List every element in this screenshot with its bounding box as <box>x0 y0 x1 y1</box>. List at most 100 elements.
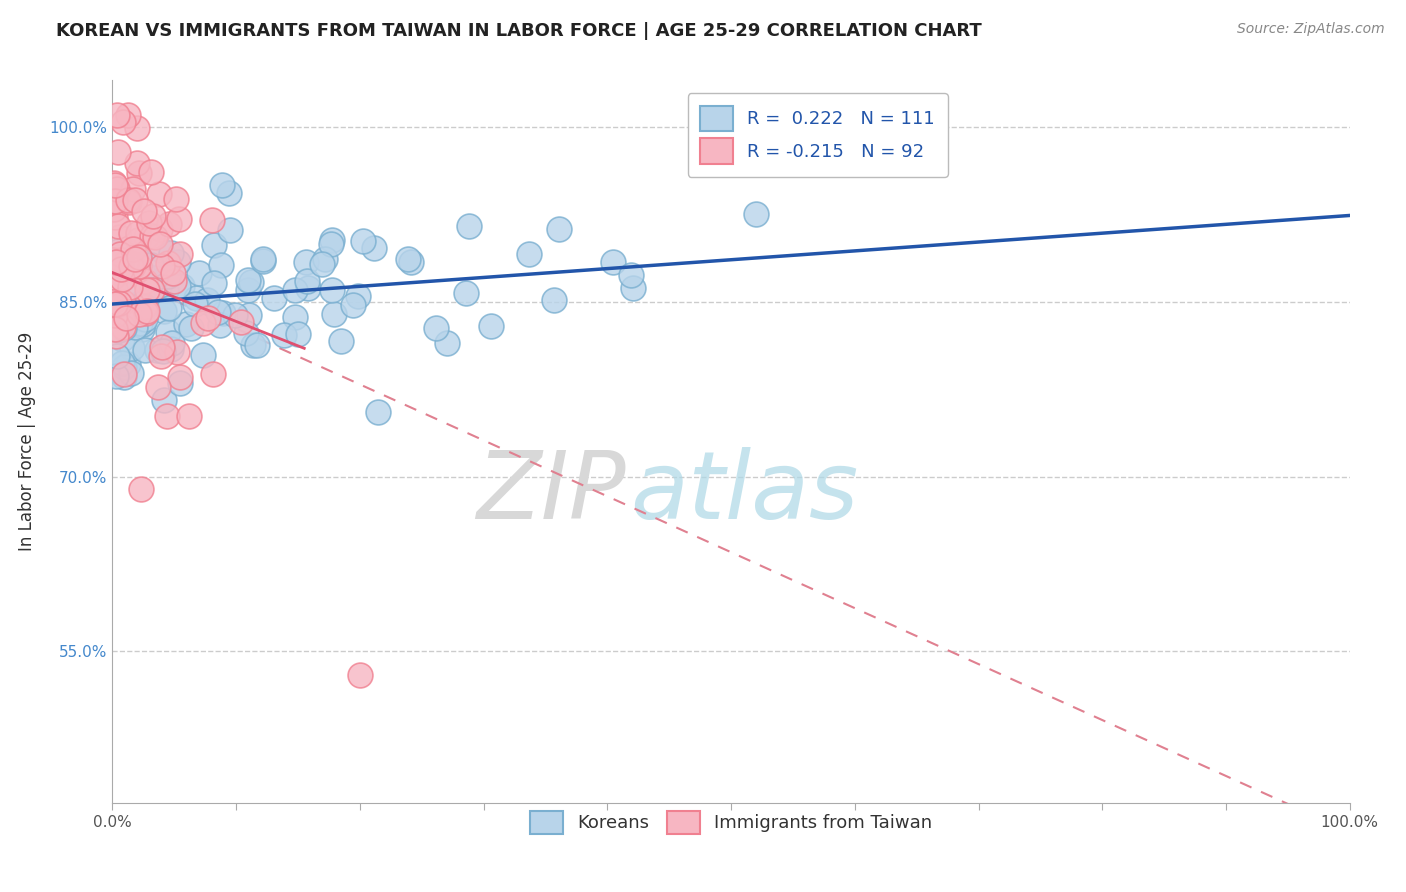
Point <box>240 276 263 290</box>
Point <box>602 254 624 268</box>
Point <box>104 296 127 310</box>
Point <box>224 309 246 323</box>
Point <box>112 115 135 129</box>
Point <box>219 222 242 236</box>
Point <box>436 336 458 351</box>
Point <box>110 319 132 334</box>
Point <box>745 206 768 220</box>
Point <box>425 321 447 335</box>
Point <box>143 271 166 285</box>
Point <box>134 230 156 244</box>
Point <box>125 155 148 169</box>
Point <box>134 204 156 219</box>
Point <box>191 316 214 330</box>
Point <box>295 255 318 269</box>
Point <box>105 329 128 343</box>
Point <box>342 298 364 312</box>
Text: atlas: atlas <box>630 447 858 538</box>
Point <box>155 283 177 297</box>
Point <box>115 278 138 293</box>
Point <box>167 278 190 293</box>
Point <box>128 307 150 321</box>
Point <box>136 289 159 303</box>
Point <box>103 269 125 284</box>
Point <box>117 194 139 208</box>
Point <box>321 283 343 297</box>
Point <box>150 243 173 257</box>
Point <box>111 356 134 370</box>
Point <box>208 318 231 332</box>
Point <box>105 182 128 196</box>
Point <box>202 276 225 290</box>
Point <box>169 376 191 390</box>
Point <box>115 255 138 269</box>
Point <box>195 293 218 308</box>
Point <box>104 210 127 224</box>
Point <box>163 274 186 288</box>
Text: ZIP: ZIP <box>477 447 626 538</box>
Point <box>120 226 142 240</box>
Point <box>184 296 207 310</box>
Point <box>246 338 269 352</box>
Point <box>131 318 153 332</box>
Point <box>295 274 318 288</box>
Point <box>127 121 149 136</box>
Point <box>329 334 352 348</box>
Point <box>252 254 274 268</box>
Point <box>128 166 150 180</box>
Point <box>131 322 153 336</box>
Point <box>152 344 174 359</box>
Point <box>120 246 142 260</box>
Point <box>108 323 131 337</box>
Point <box>517 247 540 261</box>
Point <box>103 178 125 193</box>
Point <box>111 294 134 309</box>
Point <box>122 259 145 273</box>
Point <box>122 242 145 256</box>
Point <box>231 315 253 329</box>
Point <box>118 195 141 210</box>
Point <box>457 219 479 233</box>
Point <box>160 342 183 356</box>
Point <box>141 165 163 179</box>
Point <box>112 321 135 335</box>
Point <box>157 218 180 232</box>
Point <box>127 297 149 311</box>
Point <box>314 252 336 267</box>
Point <box>367 405 389 419</box>
Point <box>120 280 142 294</box>
Point <box>108 230 131 244</box>
Point <box>166 345 188 359</box>
Point <box>236 273 259 287</box>
Point <box>115 311 138 326</box>
Point <box>273 328 295 343</box>
Point <box>104 250 127 264</box>
Point <box>146 379 169 393</box>
Point <box>132 300 155 314</box>
Point <box>172 279 194 293</box>
Point <box>311 257 333 271</box>
Point <box>112 320 135 334</box>
Point <box>167 255 190 269</box>
Point <box>167 211 190 226</box>
Point <box>121 341 143 355</box>
Point <box>129 482 152 496</box>
Point <box>323 307 346 321</box>
Point <box>150 341 173 355</box>
Point <box>211 258 233 272</box>
Point <box>127 244 149 259</box>
Point <box>103 194 125 208</box>
Point <box>122 182 145 196</box>
Point <box>218 186 240 200</box>
Point <box>156 256 179 270</box>
Point <box>134 311 156 326</box>
Point <box>108 246 131 260</box>
Point <box>117 357 139 371</box>
Point <box>124 319 146 334</box>
Point <box>207 305 229 319</box>
Point <box>202 238 225 252</box>
Point <box>252 252 274 267</box>
Point <box>165 192 187 206</box>
Point <box>363 241 385 255</box>
Point <box>201 212 224 227</box>
